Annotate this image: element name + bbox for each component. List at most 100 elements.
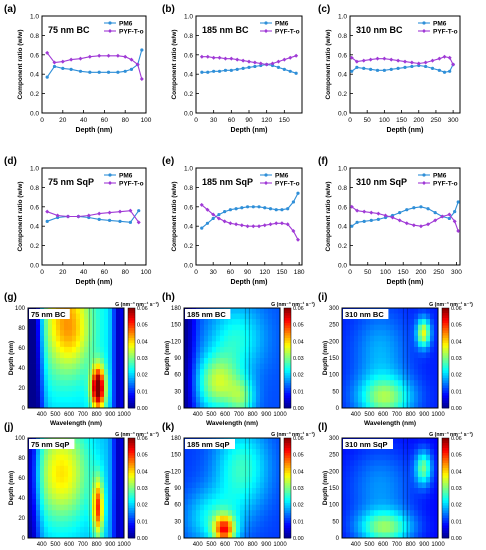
heatmap-cell: [220, 396, 225, 403]
heatmap-cell: [276, 308, 281, 314]
heatmap-cell: [362, 510, 367, 517]
heatmap-cell: [228, 532, 233, 539]
heatmap-cell: [120, 363, 125, 370]
heatmap-cell: [406, 380, 411, 387]
heatmap-chart-2: (h)400 500 600 700 800 900 1000030609012015018…: [162, 292, 315, 427]
x-tick-label: 30: [210, 269, 218, 276]
heatmap-cell: [200, 504, 205, 511]
heatmap-cell: [260, 308, 265, 314]
heatmap-cell: [410, 449, 415, 456]
heatmap-cell: [268, 335, 273, 342]
heatmap-cell: [60, 476, 65, 483]
heatmap-cell: [342, 499, 347, 506]
heatmap-cell: [224, 369, 229, 376]
colorbar-tick-label: 0.02: [451, 373, 462, 379]
heatmap-cell: [80, 438, 85, 444]
heatmap-cell: [386, 319, 391, 326]
heatmap-cell: [204, 369, 209, 376]
heatmap-cell: [116, 454, 121, 461]
heatmap-cell: [252, 391, 257, 398]
heatmap-cell: [104, 369, 109, 376]
heatmap-cell: [76, 521, 81, 528]
x-tick-label: 150: [277, 269, 288, 276]
heatmap-cell: [354, 363, 359, 370]
heatmap-cell: [342, 335, 347, 342]
heatmap-cell: [248, 443, 253, 450]
heatmap-cell: [422, 476, 427, 483]
heatmap-cell: [52, 471, 57, 478]
heatmap-cell: [248, 363, 253, 370]
data-point-pyf: [354, 59, 359, 64]
heatmap-cell: [342, 330, 347, 337]
heatmap-cell: [28, 476, 33, 483]
heatmap-cell: [72, 402, 77, 409]
heatmap-cell: [426, 402, 431, 409]
heatmap-cell: [248, 526, 253, 533]
heatmap-cell: [232, 319, 237, 326]
data-point-pyf: [228, 221, 233, 226]
heatmap-cell: [116, 504, 121, 511]
heatmap-cell: [426, 324, 431, 331]
heatmap-cell: [268, 521, 273, 528]
legend-marker: [108, 29, 112, 33]
heatmap-cell: [192, 358, 197, 364]
heatmap-cell: [188, 449, 193, 456]
heatmap-cell: [276, 504, 281, 511]
heatmap-cell: [252, 465, 257, 472]
heatmap-cell: [252, 363, 257, 370]
heatmap-cell: [406, 385, 411, 392]
y-tick-label: 1.0: [338, 14, 347, 21]
heatmap-cell: [252, 499, 257, 506]
heatmap-cell: [184, 391, 189, 398]
heatmap-cell: [212, 454, 217, 461]
heatmap-cell: [252, 346, 257, 353]
heatmap-cell: [208, 369, 213, 376]
colorbar-segment: [442, 318, 449, 321]
heatmap-cell: [236, 454, 241, 461]
heatmap-cell: [252, 402, 257, 409]
heatmap-cell: [382, 363, 387, 370]
heatmap-cell: [276, 335, 281, 342]
heatmap-cell: [350, 460, 355, 467]
heatmap-cell: [228, 324, 233, 331]
heatmap-cell: [204, 341, 209, 348]
colorbar-segment: [284, 493, 291, 496]
heatmap-cell: [402, 465, 407, 472]
colorbar-segment: [284, 533, 291, 536]
heatmap-cell: [100, 471, 105, 478]
heatmap-cell: [40, 499, 45, 506]
heatmap-cell: [418, 330, 423, 337]
heatmap-cell: [44, 363, 49, 370]
heatmap-cell: [414, 402, 419, 409]
heatmap-cell: [354, 510, 359, 517]
data-point-pm6: [69, 67, 73, 71]
heatmap-cell: [342, 391, 347, 398]
heatmap-cell: [32, 324, 37, 331]
heatmap-cell: [80, 504, 85, 511]
heatmap-cell: [232, 313, 237, 320]
heatmap-cell: [200, 521, 205, 528]
heatmap-cell: [434, 499, 439, 506]
data-point-pyf: [268, 222, 273, 227]
heatmap-cell: [378, 335, 383, 342]
x-tick-label: 200: [416, 269, 427, 276]
heatmap-cell: [374, 515, 379, 522]
heatmap-cell: [272, 438, 277, 444]
heatmap-cell: [112, 346, 117, 353]
heatmap-cell: [220, 369, 225, 376]
heatmap-cell: [346, 402, 351, 409]
heatmap-cell: [414, 369, 419, 376]
heatmap-cell: [264, 449, 269, 456]
heatmap-cell: [92, 391, 97, 398]
heatmap-cell: [430, 471, 435, 478]
colorbar-segment: [284, 398, 291, 401]
heatmap-cell: [208, 324, 213, 331]
heatmap-cell: [272, 515, 277, 522]
data-point-pyf: [437, 56, 442, 61]
heatmap-cell: [342, 476, 347, 483]
heatmap-cell: [204, 385, 209, 392]
heatmap-cell: [220, 363, 225, 370]
colorbar-segment: [284, 363, 291, 366]
heatmap-cell: [374, 526, 379, 533]
